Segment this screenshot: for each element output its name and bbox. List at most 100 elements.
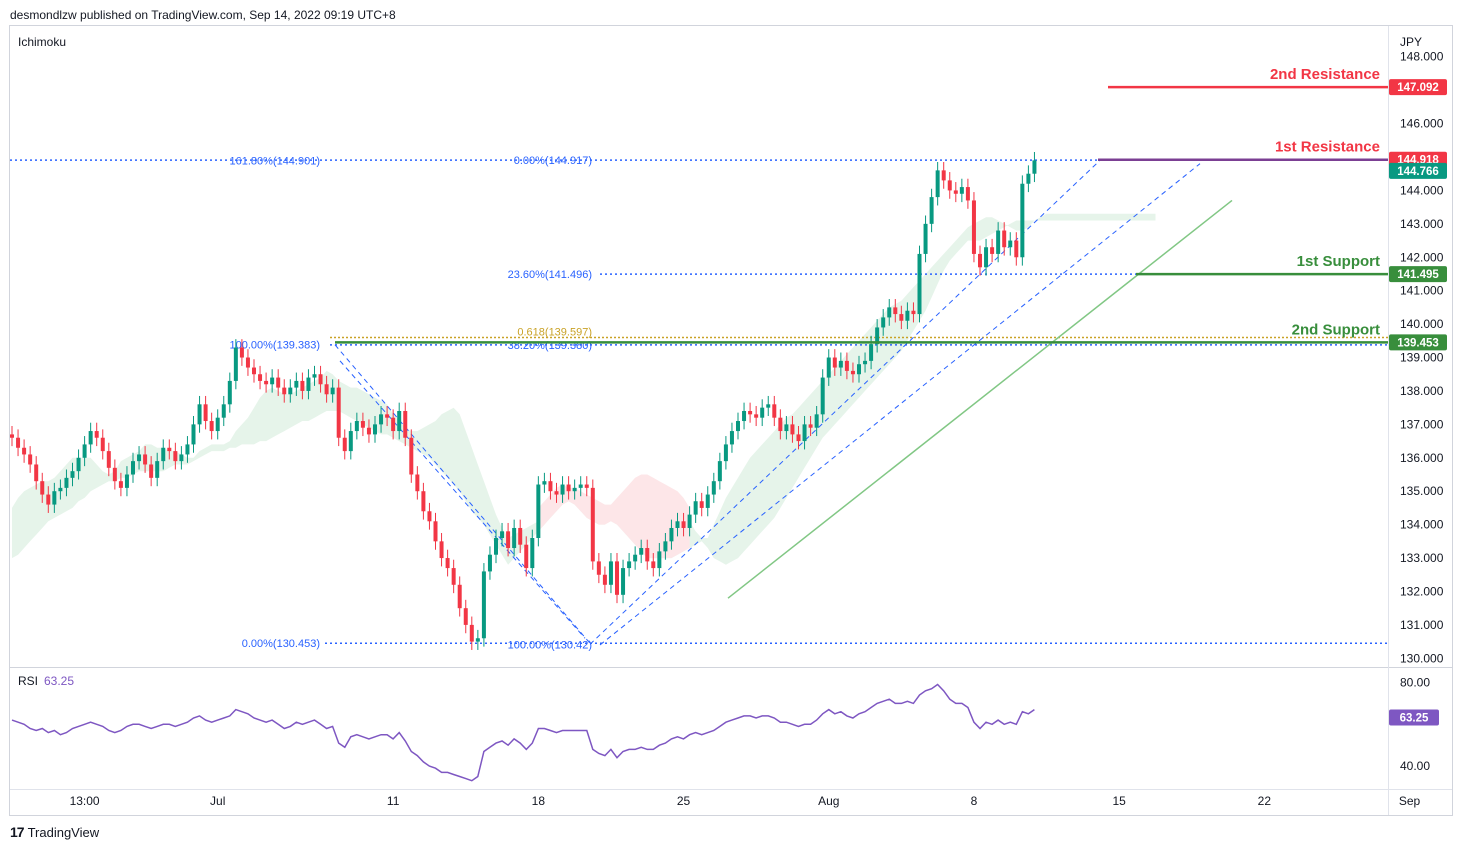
candle-body — [748, 411, 753, 415]
price-tick-label: 140.000 — [1400, 317, 1444, 331]
candle-body — [10, 434, 14, 438]
candle-body — [227, 380, 232, 405]
candle-body — [106, 451, 111, 468]
candle-body — [58, 487, 63, 492]
candle-body — [814, 414, 819, 428]
fib-label: 0.00%(130.453) — [242, 638, 320, 650]
candle-body — [451, 568, 456, 585]
candle-body — [239, 347, 244, 358]
candle-body — [209, 421, 214, 432]
candle-body — [929, 197, 934, 224]
price-tick-label: 133.000 — [1400, 551, 1444, 565]
price-tick-label: 130.000 — [1400, 651, 1444, 665]
candle-body — [881, 317, 886, 328]
candle-body — [16, 437, 21, 448]
candle-body — [469, 624, 474, 642]
candle-body — [705, 494, 710, 508]
candle-body — [397, 411, 402, 432]
candle-body — [857, 364, 861, 375]
candle-body — [917, 253, 922, 315]
candle-body — [844, 360, 849, 371]
candle-body — [70, 471, 75, 478]
candle-body — [409, 437, 414, 475]
candle-body — [221, 404, 226, 418]
candle-body — [572, 487, 577, 492]
level-price-text: 147.092 — [1397, 82, 1439, 94]
candle-body — [427, 511, 432, 522]
candle-body — [978, 253, 982, 268]
candle-body — [215, 417, 220, 432]
candle-body — [391, 417, 396, 432]
candle-body — [373, 424, 377, 435]
candle-body — [457, 584, 462, 609]
candle-body — [379, 414, 384, 425]
candle-body — [615, 561, 619, 595]
cloud-bear-area — [538, 474, 690, 559]
candle-body — [506, 531, 511, 549]
candle-body — [88, 431, 93, 445]
candle-body — [203, 404, 208, 422]
time-tick-label: 25 — [677, 794, 691, 808]
candle-body — [143, 454, 148, 465]
candlestick-series — [10, 151, 1037, 650]
candle-body — [276, 377, 281, 388]
time-tick-label: 13:00 — [70, 794, 100, 808]
level-name-label: 1st Resistance — [1275, 139, 1380, 156]
candle-body — [385, 414, 390, 418]
level-price-tag — [1389, 334, 1447, 351]
candle-body — [494, 538, 498, 555]
footer[interactable]: 17 TradingView — [10, 824, 99, 840]
candle-body — [941, 170, 946, 181]
candle-body — [608, 561, 613, 585]
candle-body — [687, 514, 692, 528]
ichimoku-cloud — [12, 213, 1156, 565]
candle-body — [796, 434, 801, 442]
candle-body — [415, 474, 420, 492]
candle-body — [82, 444, 87, 458]
price-tick-label: 139.000 — [1400, 351, 1444, 365]
time-tick-label: 15 — [1112, 794, 1126, 808]
candle-body — [1026, 173, 1031, 184]
candle-body — [233, 347, 238, 381]
candle-body — [1032, 160, 1037, 174]
candle-body — [282, 387, 287, 395]
candle-body — [94, 431, 99, 438]
fib-label: 23.60%(141.496) — [508, 269, 592, 281]
candle-body — [996, 230, 1001, 254]
candle-body — [252, 367, 256, 375]
candle-body — [627, 561, 632, 569]
candle-body — [258, 374, 263, 381]
time-tick-label: 8 — [971, 794, 978, 808]
candle-body — [766, 404, 771, 408]
fib-channel-line — [339, 360, 586, 639]
price-tick-label: 134.000 — [1400, 518, 1444, 532]
candle-body — [784, 424, 789, 432]
candle-body — [971, 200, 976, 254]
candle-body — [433, 521, 438, 542]
candle-body — [590, 487, 595, 562]
candle-body — [621, 568, 626, 595]
indicator-title: Ichimoku — [18, 35, 66, 49]
candle-body — [578, 484, 583, 488]
price-tick-label: 137.000 — [1400, 417, 1444, 431]
candle-body — [22, 447, 27, 455]
candle-body — [1020, 183, 1025, 258]
fib-channel-line — [334, 344, 591, 644]
candle-body — [294, 380, 299, 388]
candle-body — [481, 571, 486, 639]
candle-body — [893, 307, 898, 315]
rsi-value-text: 63.25 — [1400, 712, 1429, 724]
candle-body — [596, 561, 601, 575]
candle-body — [463, 608, 468, 625]
candle-body — [366, 427, 371, 435]
candle-body — [832, 357, 837, 368]
time-tick-label: 18 — [532, 794, 546, 808]
candle-body — [312, 374, 317, 378]
candle-body — [584, 484, 589, 488]
candle-body — [772, 404, 777, 418]
candle-body — [754, 414, 759, 418]
time-axis: 13:00Jul111825Aug81522Sep121926 — [70, 794, 1421, 808]
tradingview-logo-icon: 17 — [10, 824, 25, 840]
